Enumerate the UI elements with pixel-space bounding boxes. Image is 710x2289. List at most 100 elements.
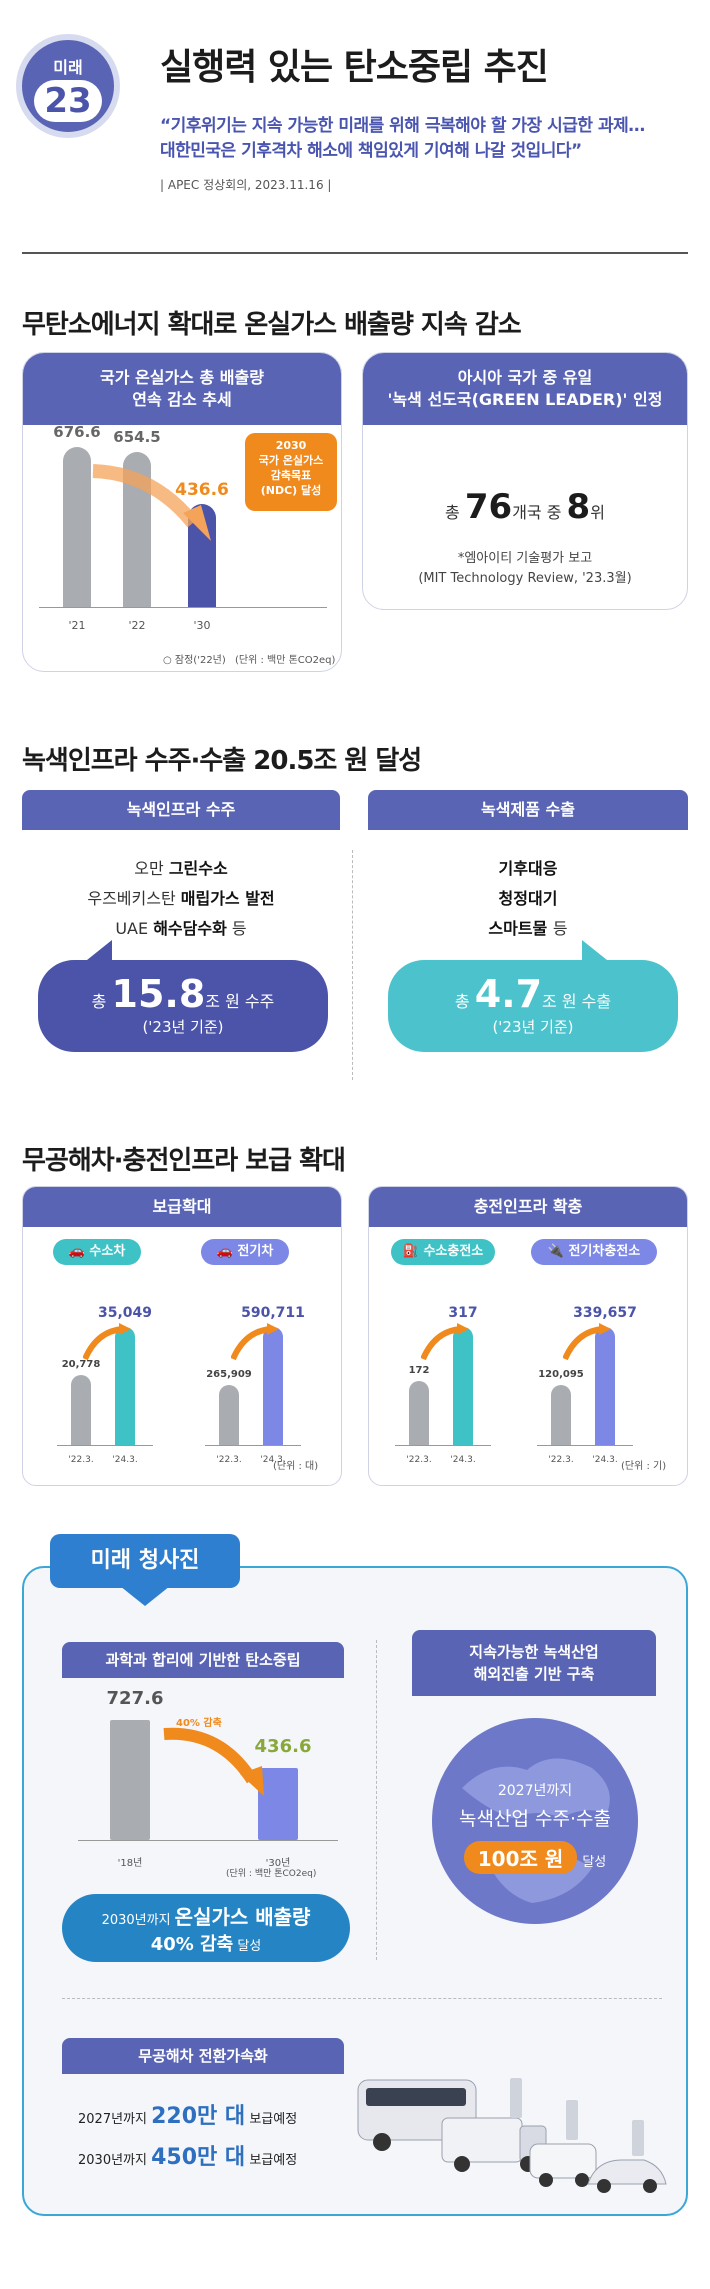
emission-value: 436.6 [175,480,229,500]
vehicles-illustration [357,2078,667,2193]
infra-total-pre: 총 [91,992,107,1011]
blueprint-unit: (단위 : 백만 톤CO2eq) [226,1869,317,1879]
pill-ev: 🚗 전기차 [201,1239,289,1265]
carbon-neutral-head: 과학과 합리에 기반한 탄소중립 [62,1642,344,1678]
infra-total-year: ('23년 기준) [142,1018,224,1036]
zev-supply-card: 보급확대 🚗 수소차 🚗 전기차 20,778 '22.3. 35,049 '24.3… [22,1186,342,1486]
plug-icon: 🔌 [547,1244,564,1259]
infra-row3-bold: 해수담수화 [153,919,227,938]
goal-line-2: 40% 감축 달성 [62,1930,350,1956]
green-product-list: 기후대응 청정대기 스마트물 등 [368,854,688,944]
goal-line-1: 2030년까지 온실가스 배출량 [62,1901,350,1930]
product-total-num: 4.7 [474,972,543,1016]
infra-axis [395,1445,491,1446]
globe-goal: 100조 원 달성 [432,1841,638,1874]
globe-text: 2027년까지 녹색산업 수주·수출 100조 원 달성 [432,1780,638,1874]
emission-bar [63,447,91,607]
emission-tick: '21 [68,619,86,632]
infra-row3-pre: UAE [115,919,149,938]
infra-row2-bold: 매립가스 발전 [180,889,275,908]
bubble-tail-right [582,940,612,964]
emission-tick: '22 [128,619,146,632]
infra-bar [219,1385,239,1445]
infra-tick: '22.3. [216,1455,242,1465]
section2-title: 녹색인프라 수주·수출 20.5조 원 달성 [22,746,422,776]
emission-value: 654.5 [113,428,161,446]
charge-infra-head: 충전인프라 확충 [369,1187,687,1227]
green-infra-head: 녹색인프라 수주 [22,790,340,830]
pill-ev-label: 전기차 [237,1244,274,1259]
infra-row-3: UAE 해수담수화 등 [22,914,340,944]
product-total-bubble: 총 4.7조 원 수출 ('23년 기준) [388,960,678,1052]
zev-accel-head: 무공해차 전환가속화 [62,2038,344,2074]
rank-num2: 8 [566,487,591,527]
infra-value: 317 [448,1305,478,1321]
van-icon [529,2143,597,2187]
rank-line: 총 76개국 중 8위 [363,487,687,527]
infra-value: 120,095 [538,1369,584,1380]
infra-row-1: 오만 그린수소 [22,854,340,884]
product-row-3: 스마트물 등 [368,914,688,944]
car-icon: 🚗 [216,1244,233,1259]
pill-ev-station-label: 전기차충전소 [568,1244,641,1259]
rank-post: 위 [590,503,605,522]
blueprint-divider-v [376,1640,377,1960]
product-total-post: 조 원 수출 [542,992,612,1011]
section3-title: 무공해차·충전인프라 보급 확대 [22,1146,346,1176]
rank-mid: 개국 중 [512,503,562,522]
infra-row-2: 우즈베키스탄 매립가스 발전 [22,884,340,914]
zev-l2-bold: 450만 대 [151,2145,246,2170]
infra-total-post: 조 원 수주 [205,992,275,1011]
infra-axis [537,1445,633,1446]
goal-l2-post: 달성 [237,1939,262,1954]
pill-ev-station: 🔌 전기차충전소 [531,1239,657,1265]
goal-l1-pre: 2030년까지 [101,1913,171,1928]
target-l4: (NDC) 달성 [260,484,322,497]
emission-card: 국가 온실가스 총 배출량 연속 감소 추세 676.6 '21 654.5 '22 4… [22,352,342,672]
globe-l2: 녹색산업 수주·수출 [459,1808,611,1830]
infra-bar [71,1375,91,1445]
arrow-icon [92,464,211,541]
target-l3: 감축목표 [270,469,312,482]
arrow-icon [563,1323,611,1361]
infra-value: 339,657 [573,1305,637,1321]
zev-l1-post: 보급예정 [249,2112,298,2127]
factory-tick: '30년 [265,1858,291,1869]
infra-tick: '24.3. [450,1455,476,1465]
arrow-icon [163,1727,264,1796]
emission-card-head: 국가 온실가스 총 배출량 연속 감소 추세 [23,353,341,425]
product-row-1: 기후대응 [498,859,558,878]
infra-total-num: 15.8 [111,972,206,1016]
rank-pre: 총 [445,503,460,522]
target-l2: 국가 온실가스 [258,454,324,467]
rank-num1: 76 [464,487,513,527]
factory-bar [110,1720,150,1840]
zev-unit: (단위 : 대) [273,1461,319,1472]
green-product-head: 녹색제품 수출 [368,790,688,830]
arrow-icon [421,1323,469,1361]
green-infra-panel: 녹색인프라 수주 오만 그린수소 우즈베키스탄 매립가스 발전 UAE 해수담수… [22,790,342,1080]
chapter-badge: 미래 23 [16,34,120,138]
target-l1: 2030 [275,439,307,452]
arrow-icon [83,1323,131,1361]
infra-tick: '24.3. [592,1455,618,1465]
emission-head-l2: 연속 감소 추세 [132,390,232,409]
infra-value: 35,049 [97,1305,153,1321]
factory-tick: '18년 [117,1858,143,1869]
charge-infra-card: 충전인프라 확충 ⛽ 수소충전소 🔌 전기차충전소 172 '22.3. 317 '2… [368,1186,688,1486]
green-leader-card: 아시아 국가 중 유일 '녹색 선도국(GREEN LEADER)' 인정 총 … [362,352,688,610]
section1-title: 무탄소에너지 확대로 온실가스 배출량 지속 감소 [22,310,522,340]
infra-row1-bold: 그린수소 [168,859,228,878]
infra-bar [551,1385,571,1445]
rank-source: *엠아이티 기술평가 보고 (MIT Technology Review, '2… [363,549,687,589]
blueprint-ribbon: 미래 청사진 [50,1534,240,1588]
quote-line-2: 대한민국은 기후격차 해소에 책임있게 기여해 나갈 것입니다” [160,141,582,161]
blueprint-axis [78,1840,338,1841]
factory-bar [258,1768,298,1840]
infra-tick: '22.3. [406,1455,432,1465]
zev-l1-bold: 220만 대 [151,2104,246,2129]
product-row3-bold: 스마트물 [488,919,548,938]
charge-unit: (단위 : 기) [621,1461,667,1472]
chart-note-unit: (단위 : 백만 톤CO2eq) [235,655,336,666]
green-infra-list: 오만 그린수소 우즈베키스탄 매립가스 발전 UAE 해수담수화 등 [22,854,340,944]
